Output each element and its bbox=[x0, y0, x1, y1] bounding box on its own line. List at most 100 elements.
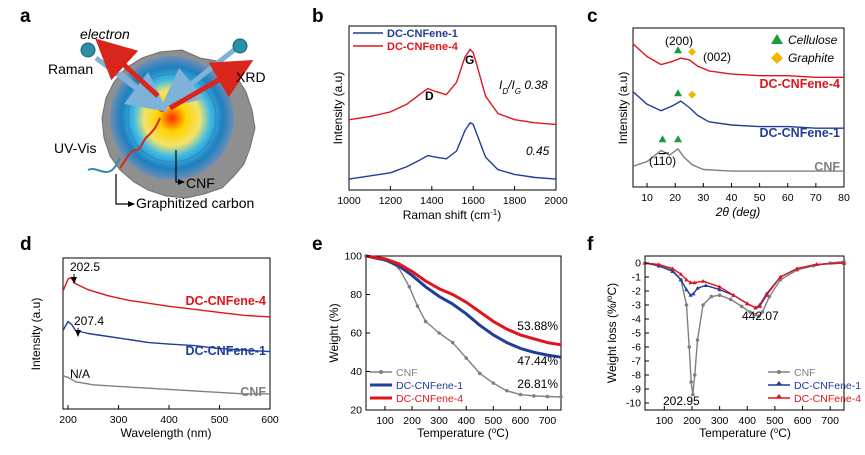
xtick-label-c-10: 10 bbox=[641, 192, 653, 204]
panel-d-frame bbox=[62, 257, 271, 410]
series-c-cnf bbox=[632, 148, 844, 172]
point-e-cnf bbox=[464, 356, 469, 360]
annotation-442-07: 442.07 bbox=[742, 309, 779, 323]
xtick-label-e-100: 100 bbox=[376, 415, 394, 427]
electron-ball-right bbox=[232, 38, 248, 54]
xtick-label-d-600: 600 bbox=[261, 414, 279, 426]
point-f-dc-cnfene-4 bbox=[753, 305, 758, 310]
point-e-cnf bbox=[545, 394, 550, 399]
panel-e-xlabel: Temperature (oC) bbox=[417, 426, 509, 441]
impact-point bbox=[158, 104, 166, 112]
marker-cellulose bbox=[674, 135, 683, 143]
annotation-26-81: 26.81% bbox=[517, 377, 558, 391]
cnf-core bbox=[110, 56, 234, 180]
panel-e-yticks: 20 40 60 80 100 bbox=[344, 251, 370, 417]
series-c-dc-cnfene-1 bbox=[632, 91, 844, 129]
panel-d-xticks: 200 300 400 500 600 bbox=[59, 405, 279, 426]
panel-b-series bbox=[348, 48, 557, 180]
panel-label-a: a bbox=[20, 6, 31, 27]
point-f-cnf bbox=[757, 314, 761, 319]
ytick-label-f-3: -3 bbox=[632, 300, 641, 312]
series-b-dc-cnfene-1 bbox=[348, 122, 557, 180]
point-f-dc-cnfene-1 bbox=[688, 293, 693, 297]
point-f-dc-cnfene-4 bbox=[814, 262, 819, 266]
point-e-cnf bbox=[415, 304, 420, 308]
point-e-cnf bbox=[450, 340, 455, 345]
xtick-label-b-1800: 1800 bbox=[503, 195, 527, 207]
ytick-label-f-10: -10 bbox=[626, 398, 641, 410]
point-f-cnf bbox=[701, 303, 705, 307]
ytick-label-f-5: -5 bbox=[632, 328, 641, 340]
uv-vis-wave bbox=[119, 117, 161, 169]
xtick-label-d-300: 300 bbox=[110, 414, 128, 426]
raman-out-arrow bbox=[95, 38, 160, 98]
panel-f-xticks: 100 200 300 400 500 600 700 bbox=[656, 406, 839, 427]
series-e-dc-cnfene-1 bbox=[365, 254, 562, 359]
series-d-dc-cnfene-4 bbox=[62, 276, 271, 318]
schematic: electron Raman XRD UV-Vis CNF Graphitize… bbox=[48, 26, 266, 211]
point-f-cnf bbox=[691, 392, 695, 397]
series-label-dc-cnfene-1-d: DC-CNFene-1 bbox=[185, 344, 266, 358]
ytick-label-e-80: 80 bbox=[350, 289, 362, 301]
ytick-label-f-7: -7 bbox=[632, 356, 641, 368]
point-f-dc-cnfene-4 bbox=[692, 280, 697, 285]
panel-label-f: f bbox=[587, 234, 594, 255]
point-f-cnf bbox=[689, 380, 693, 384]
xrd-in-arrow bbox=[160, 48, 236, 109]
point-f-cnf bbox=[767, 294, 772, 299]
ytick-label-f-1: -1 bbox=[632, 272, 641, 284]
legend-label-dc-cnfene-1-f: DC-CNFene-1 bbox=[794, 380, 861, 392]
ytick-label-f-6: -6 bbox=[632, 342, 641, 354]
panel-b-xticks: 1000 1200 1400 1600 1800 2000 bbox=[337, 186, 568, 207]
panel-f-ylabel: Weight loss (%/oC) bbox=[605, 283, 620, 383]
ytick-label-f-8: -8 bbox=[632, 370, 641, 382]
marker-graphite bbox=[688, 90, 697, 99]
panel-d-ylabel: Intensity (a.u) bbox=[29, 298, 43, 371]
series-label-dc-cnfene-4-d: DC-CNFene-4 bbox=[185, 294, 266, 308]
point-f-cnf bbox=[753, 313, 758, 317]
label-electron: electron bbox=[80, 26, 130, 42]
xtick-label-f-500: 500 bbox=[766, 415, 784, 427]
xtick-label-e-700: 700 bbox=[539, 415, 557, 427]
legend-label-dc-cnfene-1-e: DC-CNFene-1 bbox=[396, 380, 463, 392]
marker-cellulose bbox=[658, 135, 667, 143]
panel-c-xlabel: 2θ (deg) bbox=[715, 205, 761, 219]
panel-label-e: e bbox=[312, 234, 323, 255]
xtick-label-c-50: 50 bbox=[754, 192, 766, 204]
point-e-cnf bbox=[491, 381, 496, 385]
legend-dot-dc-cnfene-4-f bbox=[776, 394, 782, 398]
xtick-label-e-300: 300 bbox=[430, 415, 448, 427]
marker-cellulose bbox=[674, 46, 683, 54]
ytick-label-f-2: -2 bbox=[632, 286, 641, 298]
legend-dot-cnf-e bbox=[379, 370, 383, 374]
annotation-207-4: 207.4 bbox=[74, 314, 104, 328]
point-f-cnf bbox=[692, 373, 697, 377]
xtick-label-f-100: 100 bbox=[656, 415, 674, 427]
point-f-cnf bbox=[684, 303, 689, 307]
point-f-dc-cnfene-4 bbox=[757, 304, 762, 308]
raman-in-arrow bbox=[118, 70, 150, 98]
series-label-cnf: CNF bbox=[814, 160, 840, 174]
ytick-label-e-40: 40 bbox=[350, 366, 362, 378]
point-f-dc-cnfene-1 bbox=[670, 269, 675, 273]
point-f-cnf bbox=[748, 310, 752, 314]
point-e-cnf bbox=[559, 395, 563, 399]
peak-label-g: G bbox=[465, 53, 474, 67]
legend-label-dc-cnfene-1: DC-CNFene-1 bbox=[387, 28, 458, 40]
ytick-label-f-9: -9 bbox=[632, 384, 641, 396]
xtick-label-b-2000: 2000 bbox=[544, 195, 568, 207]
panel-b: 1000 1200 1400 1600 1800 2000 Raman shift (cm… bbox=[331, 25, 568, 222]
xtick-label-c-40: 40 bbox=[726, 192, 738, 204]
panel-c-series bbox=[632, 43, 844, 172]
panel-label-c: c bbox=[587, 6, 598, 27]
xtick-label-e-400: 400 bbox=[457, 415, 475, 427]
ratio-label: ID/IG 0.38 bbox=[499, 78, 548, 96]
point-e-cnf bbox=[437, 331, 441, 335]
point-f-dc-cnfene-4 bbox=[670, 266, 675, 271]
electron-ball-left bbox=[80, 42, 96, 58]
peak-label-110: (110) bbox=[649, 154, 676, 168]
panel-label-b: b bbox=[312, 6, 324, 27]
xtick-label-c-60: 60 bbox=[782, 192, 794, 204]
panel-d: 200 300 400 500 600 Wavelength (nm) Intensit… bbox=[29, 257, 279, 440]
legend-dot-dc-cnfene-1-f bbox=[776, 381, 782, 385]
